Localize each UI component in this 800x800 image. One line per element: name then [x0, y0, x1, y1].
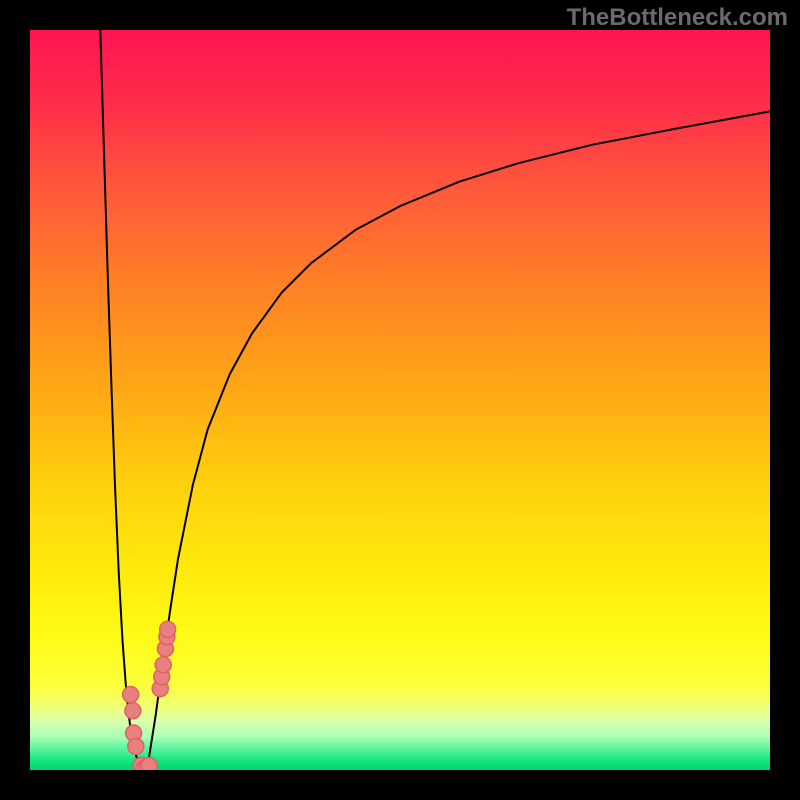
watermark-text: TheBottleneck.com [567, 4, 788, 32]
data-marker [160, 621, 176, 637]
data-marker [141, 758, 157, 770]
data-marker [128, 738, 144, 754]
data-marker [123, 687, 139, 703]
curve-left-branch [100, 30, 144, 770]
chart-svg [30, 30, 770, 770]
data-marker [155, 657, 171, 673]
data-marker [125, 703, 141, 719]
plot-area [30, 30, 770, 770]
curve-right-branch [145, 111, 770, 770]
